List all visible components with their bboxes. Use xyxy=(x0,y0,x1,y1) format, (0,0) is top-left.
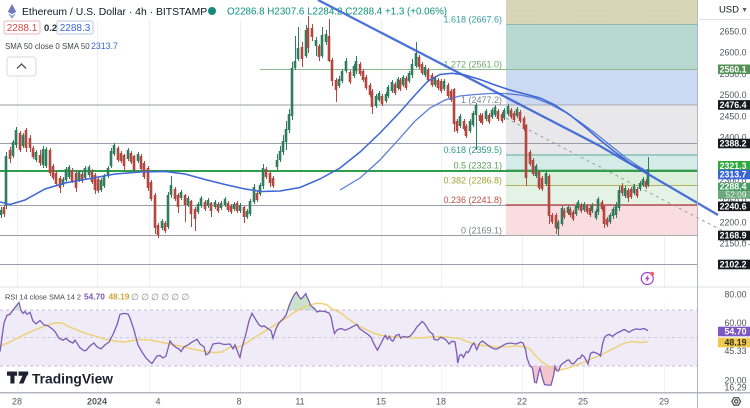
svg-text:11: 11 xyxy=(295,397,304,407)
svg-text:▼: ▼ xyxy=(741,7,748,14)
svg-text:0.236 (2241.8): 0.236 (2241.8) xyxy=(443,195,502,205)
svg-text:0.618 (2359.5): 0.618 (2359.5) xyxy=(443,145,502,155)
svg-text:22: 22 xyxy=(517,397,527,407)
svg-text:2313.7: 2313.7 xyxy=(720,170,747,180)
svg-text:2102.2: 2102.2 xyxy=(720,260,747,270)
svg-text:2500.0: 2500.0 xyxy=(720,90,747,100)
svg-text:2313.7: 2313.7 xyxy=(91,41,118,51)
svg-text:80.00: 80.00 xyxy=(724,290,746,300)
svg-text:16.29: 16.29 xyxy=(724,383,746,393)
svg-text:54.70: 54.70 xyxy=(84,292,105,302)
svg-text:2400.0: 2400.0 xyxy=(720,133,747,143)
svg-text:52:09: 52:09 xyxy=(726,190,747,200)
svg-text:0.382 (2286.8): 0.382 (2286.8) xyxy=(443,176,502,186)
svg-text:RSI 14 close SMA 14 2: RSI 14 close SMA 14 2 xyxy=(5,293,81,302)
svg-text:2150.0: 2150.0 xyxy=(720,239,747,249)
svg-text:1.618 (2667.6): 1.618 (2667.6) xyxy=(443,15,502,25)
svg-text:2600.0: 2600.0 xyxy=(720,48,747,58)
svg-text:USD: USD xyxy=(719,5,739,16)
svg-text:0.5 (2323.1): 0.5 (2323.1) xyxy=(453,161,502,171)
svg-text:15: 15 xyxy=(376,397,386,407)
svg-text:2321.3: 2321.3 xyxy=(720,161,747,171)
svg-text:SMA 50 close 0 SMA 50: SMA 50 close 0 SMA 50 xyxy=(5,42,90,51)
svg-text:0.2: 0.2 xyxy=(44,23,57,34)
svg-text:2288.4: 2288.4 xyxy=(720,182,747,192)
svg-text:48.19: 48.19 xyxy=(724,338,746,348)
svg-text:2200.0: 2200.0 xyxy=(720,218,747,228)
svg-text:0 (2169.1): 0 (2169.1) xyxy=(461,226,502,236)
svg-text:60.00: 60.00 xyxy=(724,318,746,328)
svg-text:18: 18 xyxy=(436,397,446,407)
svg-text:28: 28 xyxy=(12,397,22,407)
svg-text:2168.9: 2168.9 xyxy=(720,231,747,241)
svg-text:8: 8 xyxy=(236,397,241,407)
svg-text:2476.4: 2476.4 xyxy=(720,100,747,110)
svg-text:∅∅∅∅∅∅: ∅∅∅∅∅∅ xyxy=(131,292,191,302)
svg-text:2250.0: 2250.0 xyxy=(720,196,747,206)
svg-text:2560.1: 2560.1 xyxy=(720,64,747,74)
svg-text:54.70: 54.70 xyxy=(724,327,746,337)
svg-text:2450.0: 2450.0 xyxy=(720,111,747,121)
svg-text:2288.3: 2288.3 xyxy=(60,23,91,34)
svg-text:O2286.8 H2307.6 L2284.2 C2288.: O2286.8 H2307.6 L2284.2 C2288.4 +1.3 (+0… xyxy=(227,7,447,18)
svg-text:2288.1: 2288.1 xyxy=(7,23,38,34)
svg-text:2650.0: 2650.0 xyxy=(720,27,747,37)
svg-text:45.33: 45.33 xyxy=(724,346,746,356)
svg-text:2388.2: 2388.2 xyxy=(720,139,747,149)
svg-text:4: 4 xyxy=(155,397,160,407)
svg-text:TradingView: TradingView xyxy=(32,372,113,387)
svg-text:1.272 (2561.0): 1.272 (2561.0) xyxy=(443,60,502,70)
svg-text:1 (2477.2): 1 (2477.2) xyxy=(461,95,502,105)
svg-text:25: 25 xyxy=(578,397,588,407)
svg-text:20.00: 20.00 xyxy=(724,375,746,385)
svg-text:2024: 2024 xyxy=(87,397,107,407)
svg-text:Ethereum / U.S. Dollar · 4h ·: Ethereum / U.S. Dollar · 4h · BITSTAMP xyxy=(22,7,207,18)
svg-text:29: 29 xyxy=(659,397,669,407)
svg-text:48.19: 48.19 xyxy=(109,292,130,302)
svg-text:2240.6: 2240.6 xyxy=(720,201,747,211)
svg-text:2300.0: 2300.0 xyxy=(720,175,747,185)
